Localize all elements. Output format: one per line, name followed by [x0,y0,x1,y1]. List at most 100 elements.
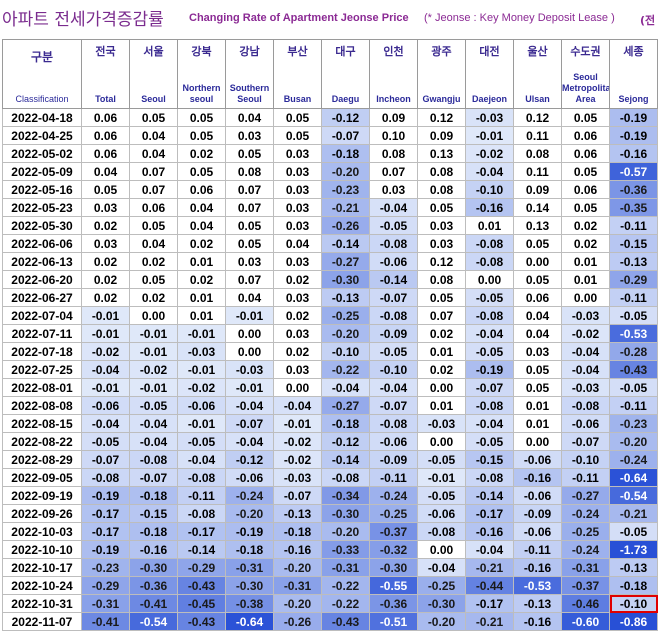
rate-cell: 0.02 [273,342,322,361]
rate-cell: -0.01 [177,324,226,343]
rate-cell: -0.30 [321,504,370,523]
rate-cell: -0.31 [225,558,274,577]
table-row: 2022-09-26 -0.17 -0.15 -0.08 -0.20 -0.13 -0.30… [2,504,658,523]
rate-cell: -0.04 [129,414,178,433]
rate-cell: -0.05 [417,486,466,505]
rate-cell: -0.30 [321,270,370,289]
rate-cell: -0.41 [81,612,130,631]
rate-cell: 0.05 [273,108,322,127]
rate-cell: 0.04 [513,306,562,325]
rate-cell: 0.04 [177,216,226,235]
table-row: 2022-09-05 -0.08 -0.07 -0.08 -0.06 -0.03 -0.08… [2,468,658,487]
rate-cell: -0.43 [177,612,226,631]
rate-cell: 0.04 [225,288,274,307]
rate-cell: -0.24 [561,540,610,559]
table-row: 2022-04-25 0.06 0.04 0.05 0.03 0.05 -0.07 0.10 0… [2,126,658,145]
rate-cell: -0.11 [561,468,610,487]
row-date: 2022-06-27 [2,288,82,307]
rate-cell: 0.03 [273,144,322,163]
row-date: 2022-09-05 [2,468,82,487]
row-date: 2022-05-23 [2,198,82,217]
rate-cell: -0.01 [273,414,322,433]
rate-cell: -0.29 [177,558,226,577]
rate-cell: -0.01 [129,378,178,397]
rate-cell: -0.16 [513,558,562,577]
rate-cell: -0.12 [321,108,370,127]
rate-cell: 0.01 [465,216,514,235]
rate-cell: -0.25 [417,576,466,595]
rate-cell: -0.30 [225,576,274,595]
table-row: 2022-10-10 -0.19 -0.16 -0.14 -0.18 -0.16 -0.33… [2,540,658,559]
rate-cell: 0.05 [561,198,610,217]
rate-cell: 0.12 [417,252,466,271]
rate-cell: -0.18 [129,522,178,541]
row-date: 2022-09-19 [2,486,82,505]
header-en-label: Ulsan [525,94,550,104]
rate-cell: -0.08 [465,306,514,325]
row-date: 2022-06-20 [2,270,82,289]
rate-cell: -0.41 [129,594,178,613]
rate-cell: 0.03 [513,342,562,361]
rate-cell: -0.01 [417,468,466,487]
header-en-label: Seoul Metropolitan Area [562,72,609,104]
rate-cell: -0.04 [369,198,418,217]
rate-cell: -0.06 [513,450,562,469]
rate-cell: -0.20 [273,594,322,613]
rate-cell: 0.05 [177,108,226,127]
rate-cell: -0.03 [561,306,610,325]
rate-cell: -0.10 [369,360,418,379]
rate-cell: -0.05 [81,432,130,451]
header-region: 부산 Busan [273,39,322,109]
rate-cell: -0.16 [513,468,562,487]
rate-cell: 0.05 [129,270,178,289]
table-row: 2022-10-31 -0.31 -0.41 -0.45 -0.38 -0.20 -0.22… [2,594,658,613]
rate-cell: 0.08 [417,180,466,199]
rate-cell: 0.00 [465,270,514,289]
rate-cell: -0.21 [609,504,658,523]
rate-cell: 0.03 [273,252,322,271]
rate-cell: -0.17 [465,504,514,523]
rate-cell: -0.13 [273,504,322,523]
rate-cell: -0.29 [609,270,658,289]
title-cut-off: (전 [640,14,656,27]
table-row: 2022-07-25 -0.04 -0.02 -0.01 -0.03 0.03 -0.22-… [2,360,658,379]
rate-cell: 0.04 [129,144,178,163]
rate-cell: -0.08 [129,450,178,469]
rate-cell: -0.08 [465,396,514,415]
rate-cell: 0.04 [129,126,178,145]
header-en-label: Daejeon [471,94,507,104]
row-date: 2022-04-25 [2,126,82,145]
rate-cell: -0.34 [321,486,370,505]
rate-cell: -0.33 [321,540,370,559]
table-row: 2022-07-04 -0.01 0.00 0.01 -0.01 0.02 -0.25 -0.… [2,306,658,325]
rate-cell: -0.15 [465,450,514,469]
rate-cell: 0.03 [273,216,322,235]
rate-cell: 0.05 [561,162,610,181]
rate-cell: -0.05 [609,522,658,541]
rate-cell: 0.05 [417,288,466,307]
rate-cell: -0.17 [177,522,226,541]
rate-cell: -0.05 [129,396,178,415]
rate-cell: -0.45 [177,594,226,613]
rate-cell: -0.26 [273,612,322,631]
rate-cell: 0.05 [177,126,226,145]
rate-cell: -0.07 [273,486,322,505]
rate-cell: 0.00 [561,288,610,307]
row-date: 2022-05-02 [2,144,82,163]
rate-cell: -0.14 [321,234,370,253]
rate-cell: 0.02 [273,306,322,325]
rate-cell: 0.09 [513,180,562,199]
row-date: 2022-06-06 [2,234,82,253]
rate-cell: 0.05 [513,234,562,253]
rate-cell: -0.30 [417,594,466,613]
header-row: 구분 Classification 전국 Total 서울 Seoul 강북 Northe… [2,39,658,109]
rate-cell: -0.06 [81,396,130,415]
rate-cell: 0.03 [369,180,418,199]
rate-cell: -0.17 [81,504,130,523]
rate-cell: -0.01 [81,378,130,397]
header-en-label: Daegu [331,94,360,104]
rate-cell: -0.09 [513,504,562,523]
rate-cell: -0.06 [225,468,274,487]
rate-cell: 0.05 [513,270,562,289]
rate-cell: 0.04 [513,324,562,343]
